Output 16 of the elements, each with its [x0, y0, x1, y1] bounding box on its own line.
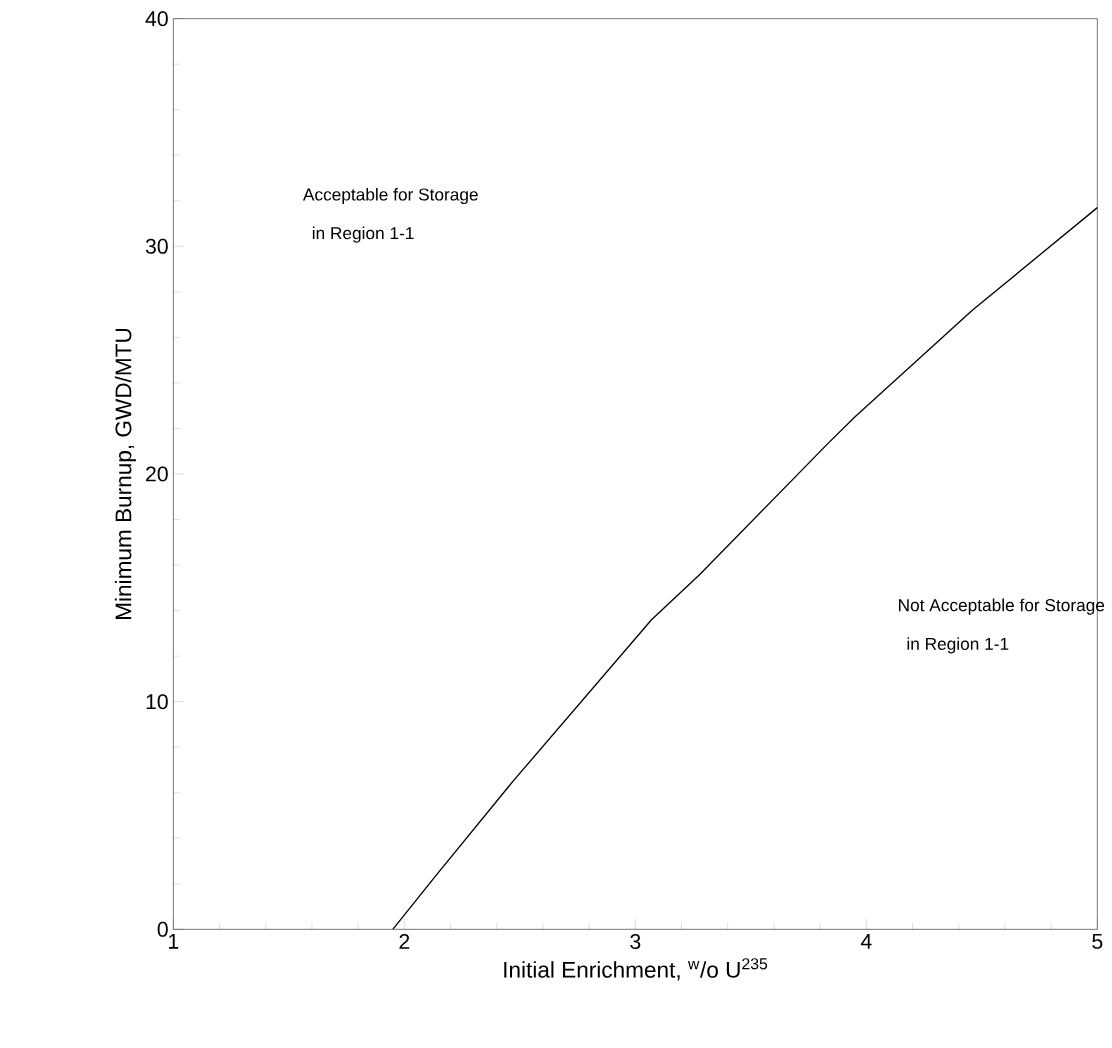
- y-tick-label: 20: [146, 466, 168, 482]
- y-tick-label: 0: [157, 921, 168, 937]
- annotation: in Region 1-1: [312, 226, 414, 243]
- y-tick-label: 40: [145, 11, 168, 27]
- x-axis-title: Initial Enrichment, $^{w}$/o U$^{235}$: [504, 958, 768, 981]
- x-tick-label: 5: [1092, 934, 1103, 949]
- x-tick-label: 4: [860, 934, 872, 949]
- annotation: in Region 1-1: [907, 637, 1009, 654]
- y-tick-label: 30: [145, 238, 168, 254]
- annotation: Not Acceptable for Storage: [899, 598, 1105, 615]
- x-tick-label: 3: [630, 934, 641, 950]
- x-tick-label: 2: [399, 934, 410, 949]
- x-tick-label: 1: [169, 934, 179, 949]
- annotation: Acceptable for Storage: [302, 187, 478, 205]
- y-tick-label: 10: [146, 694, 168, 710]
- y-axis-title: Minimum Burnup, GWD/MTU: [114, 328, 136, 619]
